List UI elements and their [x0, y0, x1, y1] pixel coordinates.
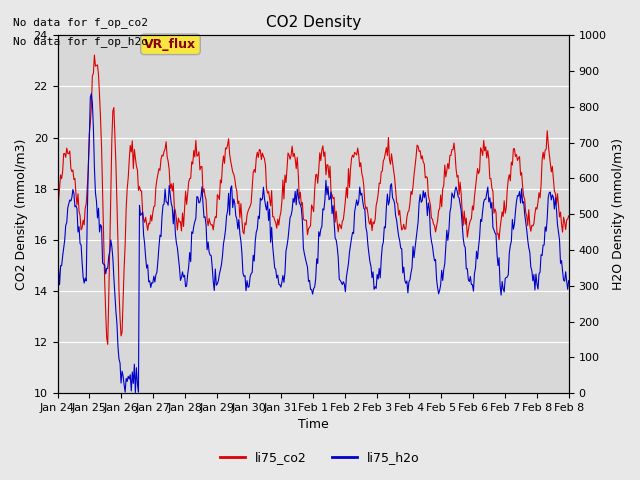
- Legend: li75_co2, li75_h2o: li75_co2, li75_h2o: [215, 446, 425, 469]
- Y-axis label: H2O Density (mmol/m3): H2O Density (mmol/m3): [612, 138, 625, 290]
- X-axis label: Time: Time: [298, 419, 328, 432]
- Text: VR_flux: VR_flux: [145, 38, 196, 51]
- Y-axis label: CO2 Density (mmol/m3): CO2 Density (mmol/m3): [15, 139, 28, 290]
- Text: No data for f_op_h2o: No data for f_op_h2o: [13, 36, 148, 47]
- Title: CO2 Density: CO2 Density: [266, 15, 361, 30]
- Text: No data for f_op_co2: No data for f_op_co2: [13, 17, 148, 28]
